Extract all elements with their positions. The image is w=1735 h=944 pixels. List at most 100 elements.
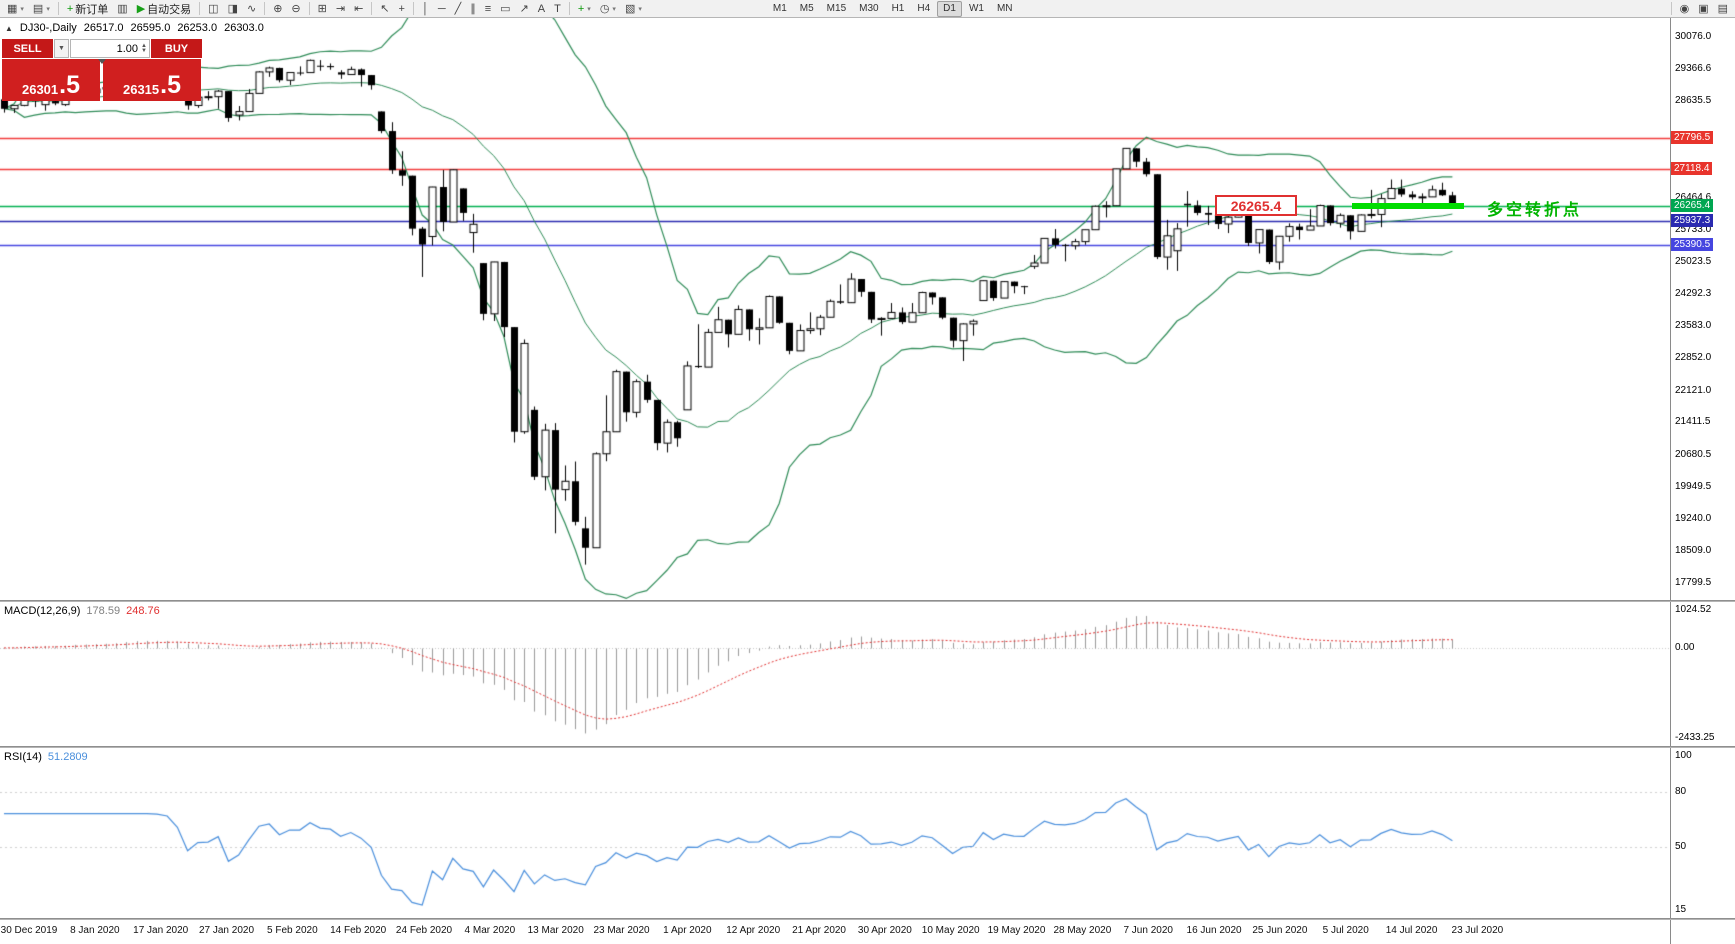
options-button[interactable]: ▤ bbox=[1714, 1, 1732, 17]
toolbar-separator bbox=[1670, 2, 1672, 15]
date-tick-label: 14 Feb 2020 bbox=[330, 925, 387, 936]
shapes-icon: ▭ bbox=[500, 2, 511, 15]
shapes-button[interactable]: ▭ bbox=[496, 1, 514, 17]
profiles-button[interactable]: ▤ ▾ bbox=[29, 1, 54, 17]
timeframe-m15-button[interactable]: M15 bbox=[826, 3, 847, 14]
periods-button[interactable]: ◷ ▾ bbox=[596, 1, 620, 17]
line-chart-button[interactable]: ∿ bbox=[243, 1, 260, 17]
text-button[interactable]: A bbox=[534, 1, 549, 17]
macd-axis-label: -2433.25 bbox=[1675, 732, 1715, 743]
volume-stepper[interactable]: ▲ ▼ bbox=[141, 42, 147, 54]
autotrading-button[interactable]: ▶ 自动交易 bbox=[133, 1, 195, 17]
horizontal-line-button[interactable]: ─ bbox=[434, 1, 450, 17]
fibonacci-button[interactable]: ≡ bbox=[481, 1, 495, 17]
sell-price-main: 26301 bbox=[21, 82, 59, 97]
windows-button[interactable]: ▣ bbox=[1694, 1, 1712, 17]
rsi-label: RSI(14) bbox=[4, 751, 42, 763]
timeframe-group: M1 M5 M15 M30 H1 H4 D1 W1 MN bbox=[767, 0, 1019, 17]
cursor-button[interactable]: ↖ bbox=[376, 1, 393, 17]
market-watch-button[interactable]: ▥ bbox=[113, 1, 131, 17]
macd-panel[interactable]: MACD(12,26,9) 178.59 248.76 1024.52 0.00 -… bbox=[0, 602, 1735, 746]
rsi-axis-label: 50 bbox=[1675, 840, 1687, 852]
price-chart-canvas[interactable] bbox=[0, 18, 1670, 600]
turning-point-highlight-segment[interactable] bbox=[1352, 203, 1464, 210]
timeframe-h4-button[interactable]: H4 bbox=[917, 3, 931, 14]
panel-collapse-icon[interactable]: ▲ bbox=[5, 23, 13, 33]
panel-separator[interactable] bbox=[0, 746, 1735, 748]
timeframe-m5-button[interactable]: M5 bbox=[799, 3, 814, 14]
chart-shift-button[interactable]: ⇤ bbox=[350, 1, 367, 17]
zoom-out-button[interactable]: ⊖ bbox=[287, 1, 304, 17]
arrows-button[interactable]: ↗ bbox=[516, 1, 533, 17]
price-chart-panel[interactable]: 30076.0 29366.6 28635.5 26464.6 25733.0 25023… bbox=[0, 18, 1735, 600]
autotrading-icon: ▶ bbox=[136, 2, 146, 15]
timeframe-m30-button[interactable]: M30 bbox=[859, 3, 879, 14]
stepper-up-icon[interactable]: ▲ bbox=[141, 42, 147, 49]
sell-price-pip: .5 bbox=[59, 71, 80, 99]
equidistant-channel-icon: ∥ bbox=[470, 2, 476, 15]
rsi-header: RSI(14) 51.2809 bbox=[4, 751, 88, 763]
trendline-button[interactable]: ╱ bbox=[451, 1, 466, 17]
timeframe-m1-button[interactable]: M1 bbox=[772, 3, 787, 14]
search-icon: ◉ bbox=[1679, 2, 1690, 15]
rsi-canvas[interactable] bbox=[0, 748, 1670, 918]
toolbar-separator bbox=[264, 2, 266, 15]
timeframe-h1-button[interactable]: H1 bbox=[891, 3, 905, 14]
macd-axis-label: 0.00 bbox=[1675, 641, 1695, 653]
date-tick-label: 27 Jan 2020 bbox=[198, 925, 255, 936]
tile-windows-button[interactable]: ⊞ bbox=[314, 1, 331, 17]
macd-label: MACD(12,26,9) bbox=[4, 605, 81, 617]
price-tick-label: 22121.0 bbox=[1675, 384, 1712, 396]
auto-scroll-icon: ⇥ bbox=[335, 2, 346, 15]
price-tick-label: 28635.5 bbox=[1675, 95, 1712, 107]
turning-point-annotation[interactable]: 多空转折点 bbox=[1487, 202, 1583, 220]
price-tick-label: 25023.5 bbox=[1675, 255, 1712, 267]
rsi-panel[interactable]: RSI(14) 51.2809 100 80 50 15 bbox=[0, 748, 1735, 918]
templates-button[interactable]: ▧ ▾ bbox=[621, 1, 646, 17]
price-tick-label: 19240.0 bbox=[1675, 512, 1712, 524]
new-order-button-label: 新订单 bbox=[75, 3, 109, 16]
spread-marker-icon bbox=[98, 59, 106, 64]
crosshair-button[interactable]: + bbox=[395, 1, 409, 17]
equidistant-channel-button[interactable]: ∥ bbox=[466, 1, 480, 17]
stepper-down-icon[interactable]: ▼ bbox=[141, 47, 147, 54]
panel-separator[interactable] bbox=[0, 918, 1735, 920]
timeframe-w1-button[interactable]: W1 bbox=[968, 3, 984, 14]
timeframe-mn-button[interactable]: MN bbox=[996, 3, 1013, 14]
new-chart-button[interactable]: ▦ ▾ bbox=[3, 1, 28, 17]
panel-separator[interactable] bbox=[0, 600, 1735, 602]
buy-button[interactable]: BUY bbox=[151, 39, 202, 58]
candlestick-chart-button[interactable]: ◨ bbox=[224, 1, 242, 17]
indicators-button[interactable]: + ▾ bbox=[574, 1, 595, 17]
macd-canvas[interactable] bbox=[0, 602, 1670, 746]
toolbar-separator bbox=[412, 2, 414, 15]
sell-price-box[interactable]: 26301.5 bbox=[2, 59, 100, 101]
text-icon: A bbox=[537, 2, 546, 15]
text-label-button[interactable]: T bbox=[550, 1, 565, 17]
date-tick-label: 12 Apr 2020 bbox=[726, 925, 781, 936]
price-line-badge: 27118.4 bbox=[1671, 161, 1713, 175]
buy-price-box[interactable]: 26315.5 bbox=[103, 59, 201, 101]
chevron-down-icon: ▾ bbox=[20, 5, 24, 13]
price-tick-label: 26464.6 bbox=[1675, 191, 1712, 203]
vertical-line-button[interactable]: │ bbox=[418, 1, 433, 17]
volume-input[interactable]: 1.00 ▲ ▼ bbox=[70, 39, 150, 58]
auto-scroll-button[interactable]: ⇥ bbox=[332, 1, 349, 17]
templates-icon: ▧ bbox=[624, 2, 636, 15]
date-tick-label: 30 Dec 2019 bbox=[0, 925, 58, 936]
date-tick-label: 24 Feb 2020 bbox=[395, 925, 453, 936]
new-order-button[interactable]: + 新订单 bbox=[63, 1, 112, 17]
rsi-axis-label: 100 bbox=[1675, 750, 1692, 761]
chevron-down-icon: ▾ bbox=[46, 5, 50, 13]
order-type-dropdown[interactable]: ▼ bbox=[54, 39, 69, 58]
sell-button[interactable]: SELL bbox=[2, 39, 53, 58]
axis-separator-line bbox=[1670, 18, 1671, 944]
bar-chart-button[interactable]: ◫ bbox=[204, 1, 222, 17]
vertical-line-icon: │ bbox=[421, 2, 429, 15]
price-level-annotation[interactable]: 26265.4 bbox=[1215, 195, 1297, 217]
search-button[interactable]: ◉ bbox=[1676, 1, 1694, 17]
timeframe-d1-button[interactable]: D1 bbox=[937, 0, 962, 17]
zoom-in-button[interactable]: ⊕ bbox=[269, 1, 286, 17]
macd-axis-label: 1024.52 bbox=[1675, 604, 1712, 615]
